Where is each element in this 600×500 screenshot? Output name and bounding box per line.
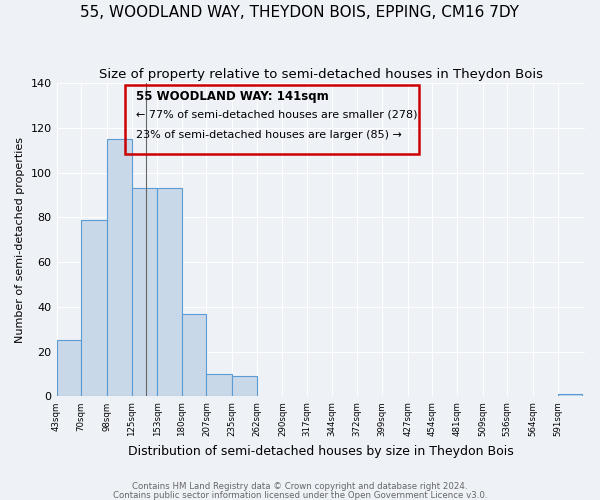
Y-axis label: Number of semi-detached properties: Number of semi-detached properties [15, 136, 25, 342]
Bar [557, 394, 582, 396]
Bar [107, 139, 131, 396]
Text: Contains HM Land Registry data © Crown copyright and database right 2024.: Contains HM Land Registry data © Crown c… [132, 482, 468, 491]
Text: 55 WOODLAND WAY: 141sqm: 55 WOODLAND WAY: 141sqm [136, 90, 329, 104]
Bar [206, 374, 232, 396]
Text: 23% of semi-detached houses are larger (85) →: 23% of semi-detached houses are larger (… [136, 130, 401, 140]
Text: 55, WOODLAND WAY, THEYDON BOIS, EPPING, CM16 7DY: 55, WOODLAND WAY, THEYDON BOIS, EPPING, … [80, 5, 520, 20]
Bar [81, 220, 107, 396]
Text: ← 77% of semi-detached houses are smaller (278): ← 77% of semi-detached houses are smalle… [136, 110, 418, 120]
Bar [232, 376, 257, 396]
X-axis label: Distribution of semi-detached houses by size in Theydon Bois: Distribution of semi-detached houses by … [128, 444, 514, 458]
Text: Contains public sector information licensed under the Open Government Licence v3: Contains public sector information licen… [113, 490, 487, 500]
Title: Size of property relative to semi-detached houses in Theydon Bois: Size of property relative to semi-detach… [99, 68, 543, 80]
Bar [182, 314, 206, 396]
Bar [56, 340, 81, 396]
Bar [157, 188, 182, 396]
Bar [131, 188, 157, 396]
